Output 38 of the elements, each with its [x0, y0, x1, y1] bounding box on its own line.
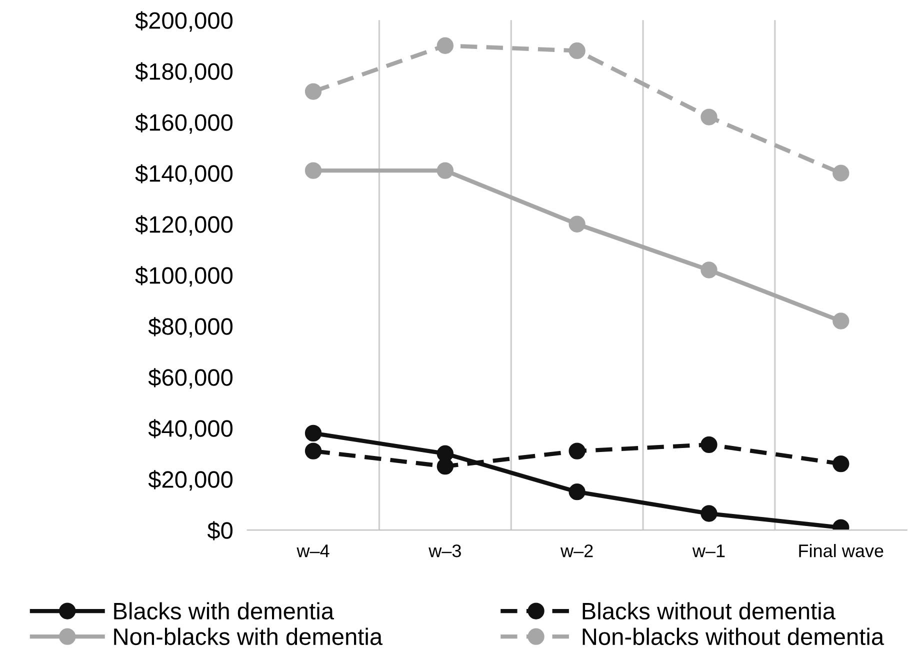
- point: [304, 442, 322, 460]
- point: [304, 424, 322, 442]
- y-tick-label: $120,000: [135, 215, 233, 236]
- y-tick-label: $40,000: [148, 419, 233, 440]
- point: [700, 108, 718, 126]
- point: [700, 505, 718, 522]
- x-tick-label: w–2: [560, 544, 593, 558]
- legend-label: Non-blacks with dementia: [114, 628, 383, 646]
- point: [832, 312, 850, 330]
- point: [568, 484, 586, 500]
- x-tick-label: w–1: [692, 544, 725, 558]
- y-tick-label: $160,000: [135, 113, 233, 134]
- y-tick-label: $20,000: [148, 470, 233, 491]
- point: [700, 262, 718, 278]
- x-tick-label: w–3: [428, 544, 461, 558]
- y-tick-label: $200,000: [135, 11, 233, 32]
- point: [568, 216, 586, 232]
- point: [436, 37, 454, 54]
- legend-label: Blacks without dementia: [582, 602, 836, 620]
- point: [700, 436, 718, 454]
- point: [304, 162, 322, 179]
- y-tick-label: $100,000: [135, 266, 233, 287]
- point: [832, 164, 850, 182]
- point: [568, 442, 586, 460]
- point: [436, 162, 454, 179]
- point: [436, 458, 454, 475]
- point: [832, 455, 850, 472]
- legend-label: Blacks with dementia: [114, 602, 334, 620]
- x-tick-label: Final wave: [799, 544, 884, 558]
- point: [304, 83, 322, 100]
- y-tick-label: $180,000: [135, 62, 233, 83]
- y-tick-label: $60,000: [148, 368, 233, 389]
- y-tick-label: $140,000: [135, 164, 233, 185]
- x-tick-label: w–4: [296, 544, 330, 558]
- point: [568, 42, 586, 60]
- y-tick-label: $0: [207, 521, 233, 540]
- y-tick-label: $80,000: [148, 317, 233, 338]
- legend-label: Non-blacks without dementia: [582, 628, 884, 646]
